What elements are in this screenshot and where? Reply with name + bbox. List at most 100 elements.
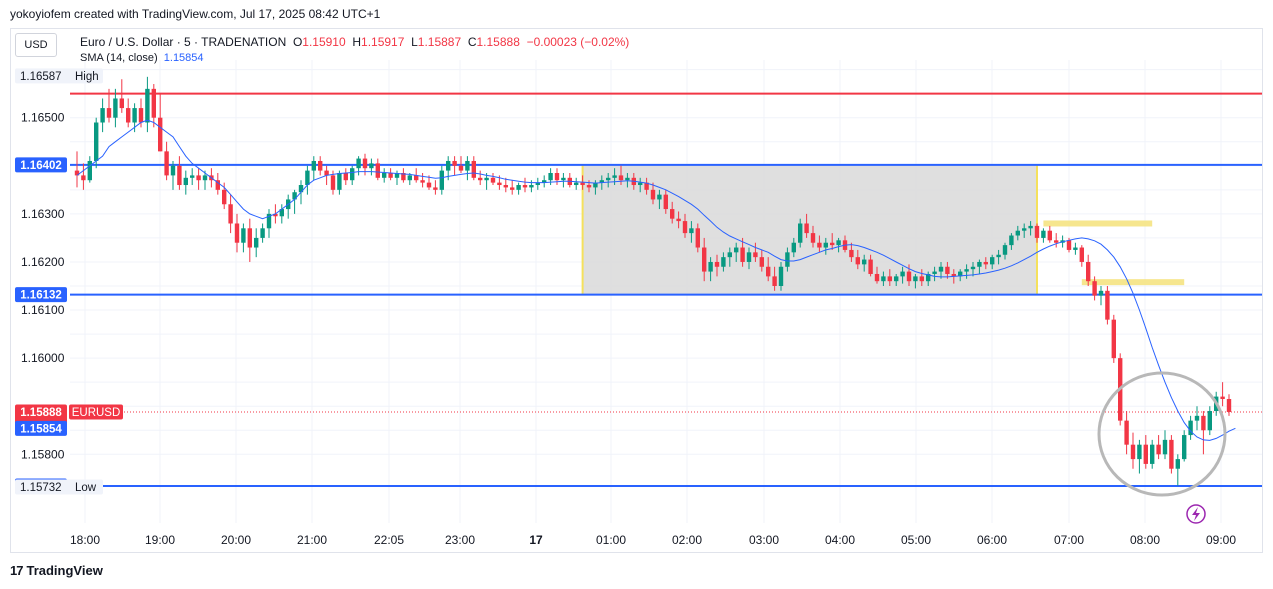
candle-body [1054, 240, 1059, 243]
candle [145, 76, 150, 133]
candle-body [1028, 225, 1033, 229]
candle-body [87, 160, 92, 181]
price-label-box [15, 420, 67, 436]
candle-body [714, 261, 720, 267]
sma-value: 1.15854 [163, 52, 204, 64]
candle-body [823, 242, 828, 248]
candle-body [1169, 439, 1174, 469]
candle-body [452, 160, 457, 166]
candle [433, 180, 438, 195]
candle [465, 156, 470, 181]
candle [1098, 286, 1104, 306]
candle-body [490, 177, 496, 183]
candle-body [785, 252, 790, 267]
lightning-icon-bolt [1192, 507, 1200, 521]
x-tick-label: 01:00 [596, 533, 626, 547]
candle-body [529, 185, 534, 188]
candle [990, 254, 995, 270]
candle-body [977, 261, 982, 267]
candle-body [311, 160, 316, 171]
x-tick-label: 19:00 [145, 533, 175, 547]
candle-body [1047, 230, 1052, 241]
currency-button[interactable]: USD [15, 33, 57, 57]
candle [113, 88, 118, 128]
candle [1092, 276, 1097, 301]
candle [439, 165, 444, 195]
candle [407, 173, 412, 186]
candle-body [164, 151, 169, 176]
open-label: O [292, 35, 303, 49]
candle-body [356, 158, 361, 169]
candle-body [849, 249, 854, 258]
candle-body [1079, 247, 1084, 262]
x-tick-label: 09:00 [1206, 533, 1236, 547]
sma-legend[interactable]: SMA (14, close) 1.15854 [80, 52, 204, 64]
candle-body [996, 254, 1001, 258]
candle-body [279, 209, 284, 217]
candle-body [202, 175, 208, 181]
sma-line [76, 119, 1236, 441]
candle [279, 204, 284, 224]
candle [849, 242, 854, 262]
candle-body [292, 192, 297, 200]
candle [766, 257, 771, 282]
candle-body [260, 228, 265, 238]
candle-body [778, 266, 784, 286]
symbol-title[interactable]: Euro / U.S. Dollar · 5 · TRADENATION [80, 35, 287, 49]
candle-body [81, 175, 86, 181]
candle [1105, 286, 1110, 325]
candle [612, 168, 617, 186]
candle [516, 182, 521, 195]
candle [490, 173, 496, 186]
x-tick-label: 23:00 [445, 533, 475, 547]
candle [1137, 439, 1142, 474]
candle [170, 160, 176, 190]
candle-body [721, 257, 726, 267]
chart-credit: yokoyiofem created with TradingView.com,… [10, 7, 381, 21]
symbol-legend: Euro / U.S. Dollar · 5 · TRADENATION O1.… [80, 35, 629, 49]
candle-body [663, 194, 668, 210]
candle-body [1092, 281, 1097, 296]
candle [836, 237, 841, 253]
candle-body [970, 266, 976, 270]
candle [900, 266, 905, 284]
candle [369, 158, 374, 176]
candle [970, 261, 976, 277]
candle [932, 266, 937, 282]
tradingview-brand: TradingView [26, 563, 103, 578]
candle [343, 168, 348, 186]
candle-body [932, 271, 937, 274]
y-tick-label: 1.15800 [21, 447, 65, 461]
candle-body [1098, 290, 1104, 296]
candle [106, 88, 112, 123]
candle [266, 209, 272, 238]
candle-body [196, 175, 201, 181]
candle-body [1041, 230, 1046, 238]
lightning-icon[interactable] [1186, 504, 1206, 524]
candle-body [190, 175, 195, 178]
sma-label: SMA (14, close) [80, 52, 158, 64]
candle-body [1086, 261, 1091, 282]
x-tick-label: 18:00 [70, 533, 100, 547]
tradingview-logo[interactable]: 17 TradingView [10, 563, 103, 578]
candle-body [804, 223, 809, 234]
candle-body [874, 273, 880, 282]
candle-body [350, 168, 355, 181]
candle [478, 170, 483, 186]
x-tick-label: 20:00 [221, 533, 251, 547]
candle-body [439, 170, 444, 190]
close-label: C [467, 35, 477, 49]
candle [1086, 254, 1091, 286]
candle-body [113, 98, 118, 118]
candle-body [446, 160, 451, 171]
candle [657, 189, 662, 210]
candle-body [362, 158, 368, 169]
price-label-text: 1.16402 [20, 160, 62, 172]
y-tick-label: 1.16000 [21, 351, 65, 365]
candle [644, 177, 649, 195]
candle [983, 257, 988, 270]
candle [151, 84, 156, 128]
candle [1009, 233, 1014, 250]
candle-body [401, 173, 406, 181]
